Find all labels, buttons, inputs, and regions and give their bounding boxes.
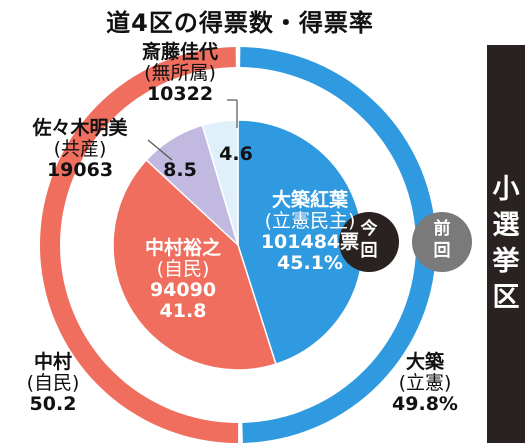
callout-party: (無所属) <box>144 62 216 84</box>
side-label: 小選挙区 <box>487 45 525 443</box>
callout-name: 斎藤佳代 <box>141 41 218 63</box>
previous-badge-label-2: 回 <box>434 241 451 261</box>
prev-label-otsuki: 大築 (立憲) 49.8% <box>385 352 465 415</box>
slice-pct: 41.8 <box>159 300 207 322</box>
slice-party: (自民) <box>156 258 210 280</box>
current-badge: 今 回 <box>339 212 399 272</box>
side-label-char: 選 <box>492 210 520 241</box>
previous-badge: 前 回 <box>412 212 472 272</box>
prev-pct: 49.8% <box>392 393 458 415</box>
slice-pct-sasaki: 8.5 <box>160 160 200 181</box>
previous-badge-label-1: 前 <box>434 218 451 239</box>
slice-pct: 45.1% <box>277 252 343 274</box>
slice-label-nakamura: 中村裕之 (自民) 94090 41.8 <box>128 238 238 322</box>
callout-party: (共産) <box>53 138 107 160</box>
prev-label-nakamura: 中村 (自民) 50.2 <box>18 352 88 415</box>
slice-party: (立憲民主) <box>264 210 356 232</box>
slice-name: 大築紅葉 <box>271 189 348 211</box>
current-pie <box>112 119 364 371</box>
previous-slice-1 <box>40 47 239 443</box>
previous-ring <box>40 47 437 443</box>
prev-name: 中村 <box>33 351 72 373</box>
chart-title: 道4区の得票数・得票率 <box>106 9 374 37</box>
slice-pct-saito: 4.6 <box>216 144 256 165</box>
prev-pct: 50.2 <box>29 393 77 415</box>
slice-pct: 8.5 <box>163 159 197 181</box>
slice-votes: 94090 <box>149 279 217 301</box>
previous-slice-0 <box>240 47 437 443</box>
prev-party: (立憲) <box>398 372 452 394</box>
slice-label-otsuki: 大築紅葉 (立憲民主) 101484票 45.1% <box>250 190 370 274</box>
current-slice-3 <box>201 119 239 246</box>
slice-name: 中村裕之 <box>144 237 221 259</box>
callout-sasaki: 佐々木明美 (共産) 19063 <box>25 118 135 181</box>
callout-votes: 10322 <box>146 83 214 105</box>
side-label-char: 挙 <box>492 246 520 277</box>
side-label-char: 区 <box>492 282 520 313</box>
slice-pct: 4.6 <box>219 143 253 165</box>
current-badge-label-2: 回 <box>361 241 378 261</box>
callout-votes: 19063 <box>46 159 114 181</box>
prev-name: 大築 <box>405 351 444 373</box>
sasaki-leader-line <box>147 139 173 161</box>
prev-party: (自民) <box>26 372 80 394</box>
callout-saito: 斎藤佳代 (無所属) 10322 <box>125 42 235 105</box>
callout-name: 佐々木明美 <box>32 117 128 139</box>
current-slice-1 <box>112 158 277 371</box>
slice-votes: 101484票 <box>260 231 360 253</box>
side-label-char: 小 <box>492 174 520 205</box>
current-badge-label-1: 今 <box>361 218 378 239</box>
